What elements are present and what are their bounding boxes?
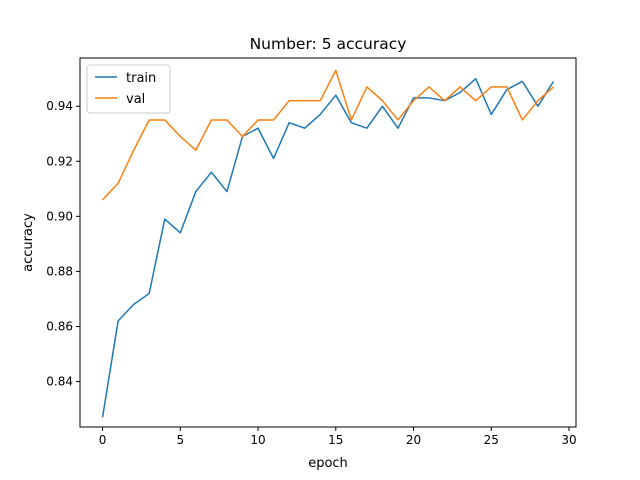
- legend-label-train: train: [126, 71, 156, 86]
- legend: train val: [86, 64, 171, 114]
- y-axis-label: accuracy: [21, 213, 36, 272]
- series-line-val: [101, 69, 554, 201]
- x-tick-label: 25: [484, 433, 499, 447]
- plot-frame: [79, 57, 577, 428]
- x-tick-label: 5: [176, 433, 184, 447]
- x-tick-label: 10: [250, 433, 265, 447]
- chart-title: Number: 5 accuracy: [250, 35, 407, 53]
- x-axis-label: epoch: [308, 456, 348, 471]
- x-axis-ticks: 0 5 10 15 20 25 30: [99, 427, 577, 447]
- y-tick-label: 0.84: [46, 375, 73, 389]
- y-tick-label: 0.90: [46, 209, 73, 223]
- y-axis-ticks: 0.84 0.86 0.88 0.90 0.92 0.94: [46, 99, 80, 389]
- x-tick-label: 0: [99, 433, 107, 447]
- legend-label-val: val: [126, 92, 145, 107]
- x-tick-label: 30: [561, 433, 576, 447]
- y-tick-label: 0.88: [46, 264, 73, 278]
- series-line-train: [101, 77, 555, 418]
- x-tick-label: 15: [328, 433, 343, 447]
- x-tick-label: 20: [406, 433, 421, 447]
- y-tick-label: 0.92: [46, 154, 73, 168]
- y-tick-label: 0.94: [46, 99, 73, 113]
- y-tick-label: 0.86: [46, 319, 73, 333]
- plot-lines: [101, 69, 555, 418]
